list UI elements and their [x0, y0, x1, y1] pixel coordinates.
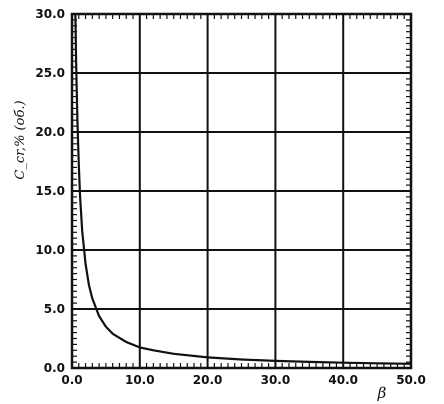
plot-frame	[70, 12, 413, 370]
x-tick-label: 20.0	[193, 373, 223, 387]
y-tick-label: 15.0	[35, 184, 65, 198]
x-axis-title: β	[377, 384, 387, 402]
y-axis-title: C_cr,% (об.)	[13, 100, 28, 179]
x-tick-label: 10.0	[125, 373, 155, 387]
y-tick-label: 30.0	[35, 7, 65, 21]
x-tick-label: 0.0	[61, 373, 82, 387]
x-tick-label: 50.0	[396, 373, 426, 387]
y-tick-label: 5.0	[44, 302, 65, 316]
y-tick-label: 0.0	[44, 361, 65, 375]
y-tick-label: 20.0	[35, 125, 65, 139]
grid	[72, 14, 411, 368]
y-tick-label: 25.0	[35, 66, 65, 80]
x-tick-label: 30.0	[261, 373, 291, 387]
y-tick-label: 10.0	[35, 243, 65, 257]
x-tick-label: 40.0	[328, 373, 358, 387]
data-curve	[74, 13, 412, 365]
y-tick-labels: 0.0 5.0 10.0 15.0 20.0 25.0 30.0	[35, 7, 65, 375]
x-tick-labels: 0.0 10.0 20.0 30.0 40.0 50.0	[61, 373, 425, 387]
